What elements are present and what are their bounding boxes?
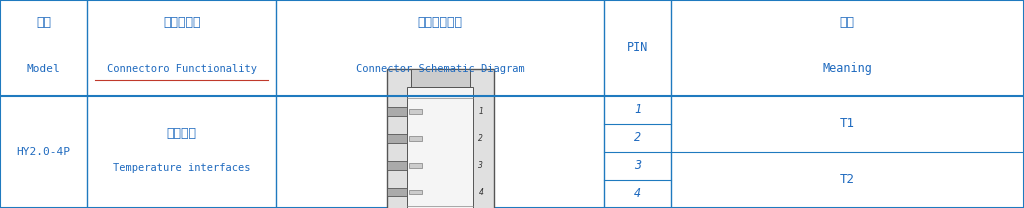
Text: 1: 1	[634, 103, 641, 116]
Bar	[411, 69, 470, 87]
Text: 2: 2	[478, 134, 483, 143]
Bar	[387, 107, 408, 116]
Text: Connectoro Functionality: Connectoro Functionality	[106, 64, 257, 74]
Text: 4: 4	[634, 187, 641, 201]
Text: T2: T2	[840, 173, 855, 186]
Bar	[408, 87, 473, 208]
Text: 3: 3	[478, 161, 483, 170]
Text: 含义: 含义	[840, 16, 855, 29]
Text: PIN: PIN	[627, 41, 648, 54]
Bar	[387, 69, 494, 208]
Bar	[410, 136, 422, 141]
Bar	[387, 161, 408, 170]
Text: 1: 1	[478, 107, 483, 116]
Text: 接插件功能: 接插件功能	[163, 16, 201, 29]
Text: T1: T1	[840, 117, 855, 130]
Text: 接插件示意图: 接插件示意图	[418, 16, 463, 29]
Bar	[387, 134, 408, 142]
Text: HY2.0-4P: HY2.0-4P	[16, 147, 71, 157]
Bar	[410, 190, 422, 194]
Text: 2: 2	[634, 131, 641, 144]
Text: Model: Model	[27, 64, 60, 74]
Text: Meaning: Meaning	[822, 62, 872, 75]
Bar	[410, 109, 422, 114]
Bar	[387, 188, 408, 196]
Bar	[410, 163, 422, 168]
Text: 3: 3	[634, 159, 641, 172]
Text: Temperature interfaces: Temperature interfaces	[113, 163, 251, 173]
Text: Connector Schematic Diagram: Connector Schematic Diagram	[356, 64, 524, 74]
Text: 温度接口: 温度接口	[167, 127, 197, 140]
Text: 型号: 型号	[36, 16, 51, 29]
Text: 4: 4	[478, 188, 483, 197]
